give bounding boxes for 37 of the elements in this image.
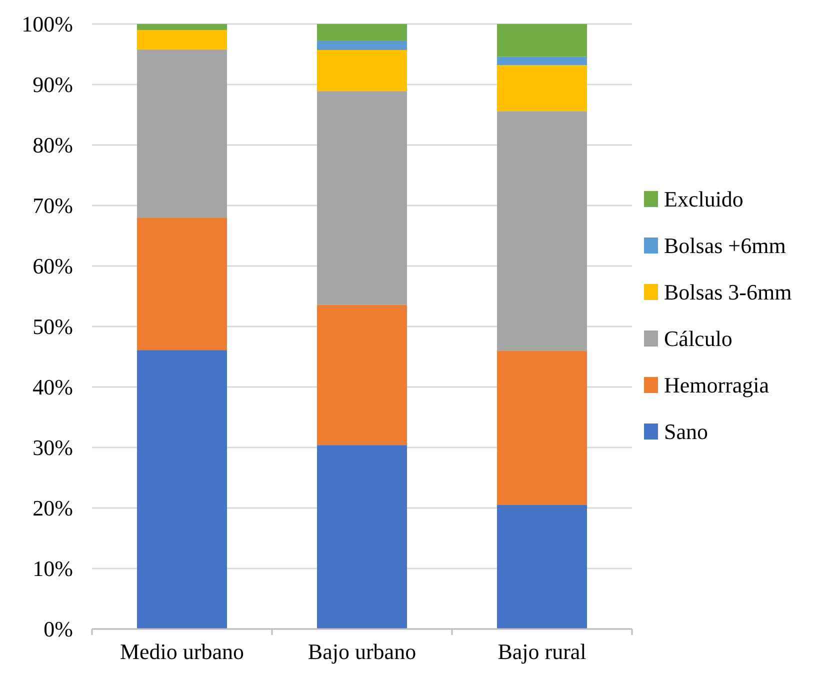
bar (137, 218, 227, 350)
bar (137, 350, 227, 629)
bar (137, 30, 227, 50)
y-tick-label: 70% (32, 193, 73, 218)
y-tick-label: 0% (44, 616, 73, 642)
legend-label: Bolsas 3-6mm (664, 280, 792, 304)
y-tick-label: 20% (32, 496, 73, 520)
bar (497, 350, 587, 505)
legend-label: Sano (664, 419, 708, 444)
y-tick-label: 40% (32, 374, 73, 400)
y-tick-label: 100% (22, 12, 73, 36)
bar (317, 24, 407, 41)
bar (137, 49, 227, 218)
legend-label: Bolsas +6mm (664, 233, 786, 258)
legend-label: Excluido (664, 186, 744, 212)
bar (497, 65, 587, 112)
bar (497, 504, 587, 629)
legend-label: Hemorragia (664, 372, 770, 398)
x-tick-label: Medio urbano (120, 639, 244, 664)
bar (137, 24, 227, 30)
y-tick-label: 90% (32, 72, 73, 97)
y-tick-label: 30% (32, 435, 73, 460)
y-tick-label: 10% (32, 556, 73, 581)
bar (317, 304, 407, 446)
y-tick-label: 60% (32, 254, 73, 278)
legend-label: Cálculo (664, 326, 732, 351)
x-tick-label: Bajo urbano (308, 639, 416, 664)
y-tick-label: 50% (32, 314, 73, 339)
bar (317, 50, 407, 92)
x-tick-label: Bajo rural (498, 639, 586, 664)
bar (497, 56, 587, 66)
bar (497, 24, 587, 57)
bar (317, 91, 407, 305)
bar (497, 111, 587, 351)
y-tick-label: 80% (32, 132, 73, 158)
bar (317, 40, 407, 50)
bar (317, 445, 407, 629)
